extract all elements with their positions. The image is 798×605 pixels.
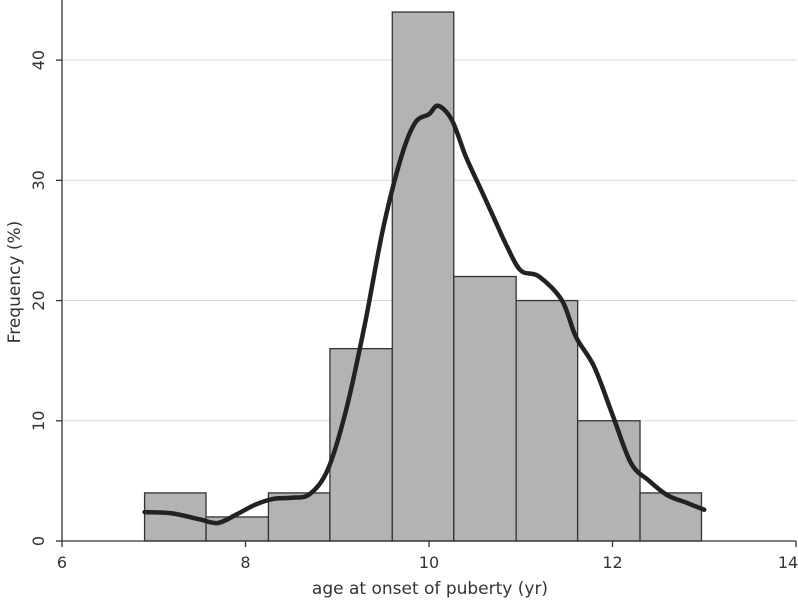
density-curve-layer — [142, 103, 707, 526]
histogram-bar-5 — [453, 275, 517, 542]
histogram-bar-1 — [205, 516, 270, 542]
x-axis-label: age at onset of puberty (yr) — [312, 579, 548, 599]
histogram-bar-8 — [639, 492, 703, 542]
density-curve — [142, 103, 707, 526]
x-tick-label-4: 14 — [778, 553, 798, 572]
y-tick-label-3: 30 — [29, 170, 48, 190]
y-axis-label: Frequency (%) — [5, 221, 25, 344]
y-tick-label-2: 20 — [29, 290, 48, 310]
y-tick-label-1: 10 — [29, 411, 48, 431]
y-tick-label-0: 0 — [29, 536, 48, 546]
x-tick-label-3: 12 — [602, 553, 622, 572]
x-tick-label-0: 6 — [57, 553, 67, 572]
y-tick-label-4: 40 — [29, 50, 48, 70]
histogram-bar-6 — [515, 299, 579, 542]
histogram-bar-3 — [329, 347, 393, 542]
histogram-bars — [143, 11, 703, 542]
tick-labels: 0 10 20 30 40 6 8 10 12 14 — [29, 50, 798, 572]
histogram-bar-4 — [391, 11, 455, 542]
x-tick-label-1: 8 — [240, 553, 250, 572]
x-tick-label-2: 10 — [419, 553, 439, 572]
histogram-bar-7 — [576, 420, 641, 542]
axes — [56, 0, 797, 547]
